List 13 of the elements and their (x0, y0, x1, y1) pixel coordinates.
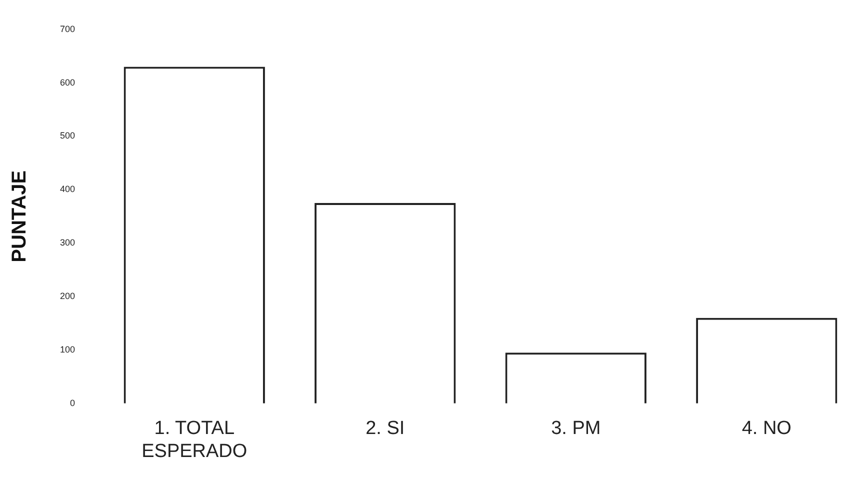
y-tick-label: 100 (60, 344, 76, 354)
y-tick-label: 500 (60, 130, 76, 141)
y-tick-label: 200 (60, 291, 76, 302)
x-tick-label: 2. SI (366, 418, 405, 440)
y-tick-label: 300 (60, 238, 76, 248)
x-tick-label: 1. TOTAL ESPERADO (142, 418, 248, 462)
y-tick-label: 400 (60, 184, 76, 194)
y-tick-label: 600 (60, 77, 76, 88)
x-tick-label: 4. NO (742, 418, 792, 440)
x-tick-label: 3. PM (551, 418, 601, 440)
y-tick-label: 0 (70, 398, 76, 408)
y-axis-title: PUNTAJE (8, 170, 31, 262)
y-tick-label: 700 (60, 24, 76, 34)
